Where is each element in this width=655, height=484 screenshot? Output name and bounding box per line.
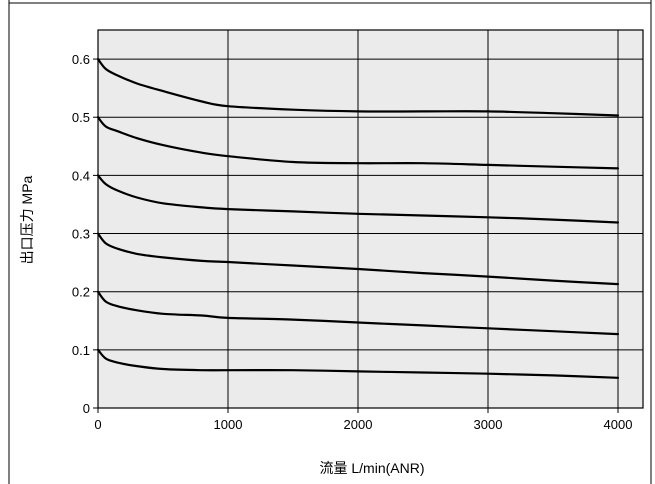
series-lines xyxy=(96,58,620,379)
x-tick-label: 3000 xyxy=(474,417,503,432)
series-line-5 xyxy=(96,290,620,336)
series-line-3 xyxy=(96,174,620,224)
y-axis-label: 出口压力 MPa xyxy=(19,175,35,264)
y-tick-label: 0.5 xyxy=(72,110,90,125)
x-axis-label: 流量 L/min(ANR) xyxy=(319,460,424,476)
x-tick-label: 1000 xyxy=(214,417,243,432)
y-tick-label: 0.1 xyxy=(72,343,90,358)
x-tick-label: 2000 xyxy=(344,417,373,432)
x-tick-label: 4000 xyxy=(604,417,633,432)
x-axis-ticks: 0 1000 2000 3000 4000 xyxy=(94,417,632,432)
y-tick-label: 0 xyxy=(83,401,90,416)
series-line-2 xyxy=(96,116,620,170)
y-tick-label: 0.6 xyxy=(72,52,90,67)
x-tick-label: 0 xyxy=(94,417,101,432)
series-line-4 xyxy=(96,232,620,286)
series-line-6 xyxy=(96,348,620,379)
y-tick-label: 0.3 xyxy=(72,227,90,242)
series-line-1 xyxy=(96,58,620,117)
y-axis-ticks: 0 0.1 0.2 0.3 0.4 0.5 0.6 xyxy=(72,52,90,416)
plot-border xyxy=(97,29,644,409)
grid-lines xyxy=(93,30,643,413)
y-tick-label: 0.4 xyxy=(72,168,90,183)
y-tick-label: 0.2 xyxy=(72,285,90,300)
